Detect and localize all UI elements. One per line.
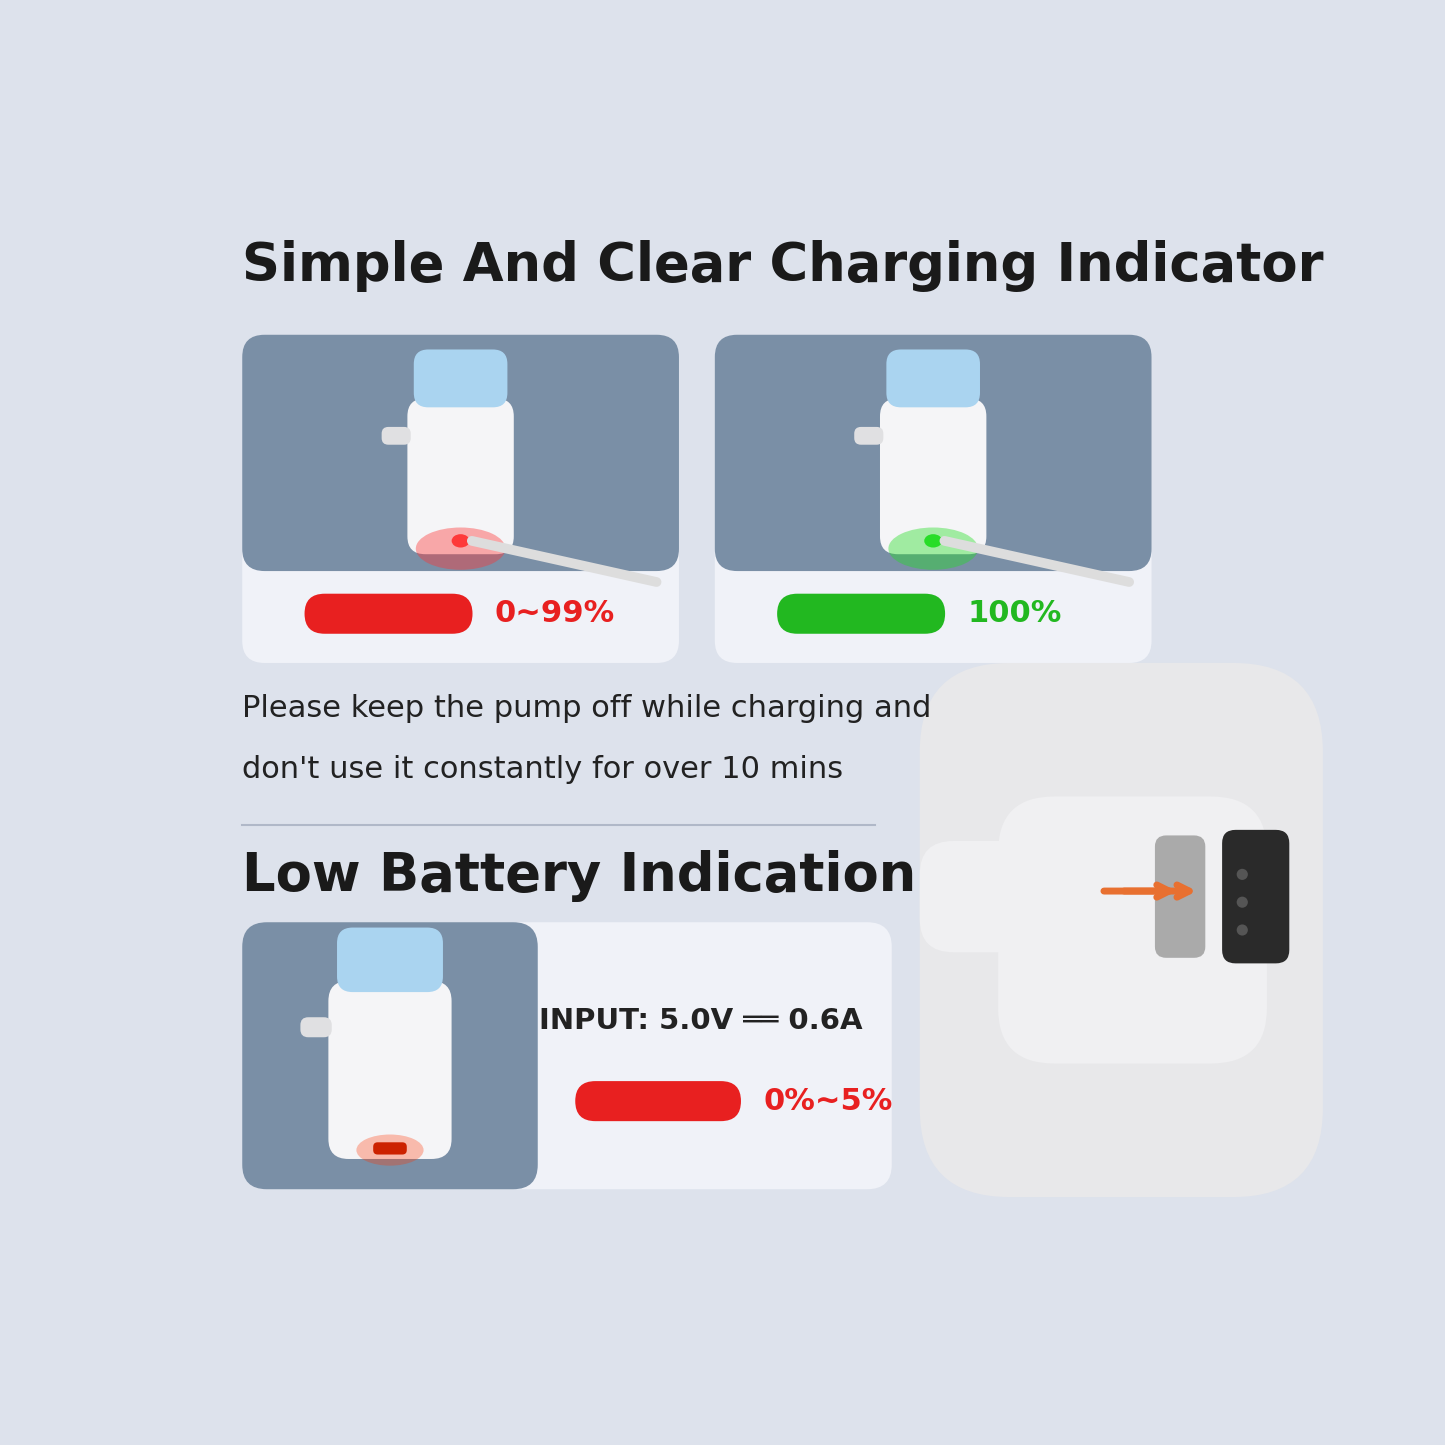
Ellipse shape: [925, 535, 942, 548]
FancyBboxPatch shape: [1222, 829, 1289, 964]
Ellipse shape: [889, 527, 978, 569]
Text: Low Battery Indication: Low Battery Indication: [243, 850, 916, 902]
FancyBboxPatch shape: [243, 335, 679, 663]
Ellipse shape: [1237, 868, 1248, 880]
Ellipse shape: [1237, 896, 1248, 907]
FancyBboxPatch shape: [337, 928, 444, 993]
Ellipse shape: [452, 535, 470, 548]
FancyBboxPatch shape: [373, 1143, 407, 1155]
FancyBboxPatch shape: [243, 922, 892, 1189]
Ellipse shape: [1237, 925, 1248, 935]
Ellipse shape: [357, 1134, 423, 1166]
FancyBboxPatch shape: [920, 663, 1324, 1196]
FancyBboxPatch shape: [243, 922, 538, 1189]
FancyBboxPatch shape: [407, 399, 514, 555]
FancyBboxPatch shape: [1155, 835, 1205, 958]
FancyBboxPatch shape: [715, 335, 1152, 663]
Text: Simple And Clear Charging Indicator: Simple And Clear Charging Indicator: [243, 240, 1324, 292]
FancyBboxPatch shape: [328, 981, 452, 1159]
Text: don't use it constantly for over 10 mins: don't use it constantly for over 10 mins: [243, 756, 844, 785]
FancyBboxPatch shape: [413, 350, 507, 407]
FancyBboxPatch shape: [920, 841, 1144, 952]
Text: 0%~5%: 0%~5%: [763, 1087, 893, 1116]
FancyBboxPatch shape: [880, 399, 987, 555]
FancyBboxPatch shape: [575, 1081, 741, 1121]
FancyBboxPatch shape: [305, 594, 473, 634]
Text: Please keep the pump off while charging and: Please keep the pump off while charging …: [243, 694, 932, 722]
FancyBboxPatch shape: [715, 335, 1152, 571]
FancyBboxPatch shape: [381, 426, 410, 445]
FancyBboxPatch shape: [301, 1017, 332, 1038]
Text: 0~99%: 0~99%: [496, 600, 616, 629]
Text: 100%: 100%: [968, 600, 1062, 629]
Text: INPUT: 5.0V ══ 0.6A: INPUT: 5.0V ══ 0.6A: [539, 1007, 863, 1035]
FancyBboxPatch shape: [998, 796, 1267, 1064]
FancyBboxPatch shape: [777, 594, 945, 634]
FancyBboxPatch shape: [243, 335, 679, 571]
Ellipse shape: [416, 527, 506, 569]
FancyBboxPatch shape: [886, 350, 980, 407]
FancyBboxPatch shape: [854, 426, 883, 445]
